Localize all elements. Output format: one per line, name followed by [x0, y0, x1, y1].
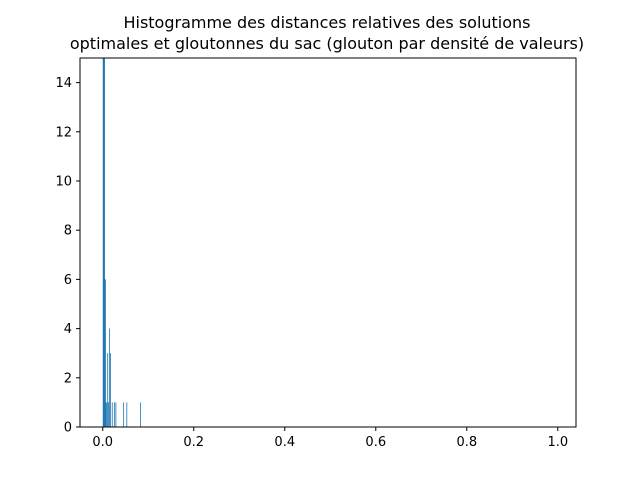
x-tick-label-3: 0.6	[365, 435, 386, 450]
chart-title-line-2: optimales et gloutonnes du sac (glouton …	[70, 34, 584, 53]
histogram-bar-9	[108, 402, 110, 427]
histogram-bar-17	[140, 402, 141, 427]
y-tick-label-7: 14	[55, 76, 72, 91]
plot-frame	[79, 57, 577, 428]
histogram-bar-13	[114, 402, 115, 427]
histogram-bar-1	[103, 58, 105, 427]
y-tick-label-2: 4	[64, 322, 72, 337]
histogram-bar-16	[126, 402, 128, 427]
y-tick-label-1: 2	[64, 371, 72, 386]
y-tick-label-4: 8	[64, 224, 72, 239]
x-axis: 0.0 0.2 0.4 0.6 0.8 1.0	[92, 427, 568, 450]
histogram-bar-5	[105, 279, 106, 427]
histogram-bar-8	[107, 353, 109, 427]
chart-title-line-1: Histogramme des distances relatives des …	[123, 13, 530, 32]
histogram-bar-6	[105, 402, 107, 427]
x-tick-label-0: 0.0	[92, 435, 113, 450]
y-tick-label-0: 0	[64, 421, 72, 436]
x-tick-label-2: 0.4	[274, 435, 295, 450]
histogram-bar-15	[123, 402, 125, 427]
x-tick-label-1: 0.2	[183, 435, 204, 450]
histogram-bar-0	[102, 58, 104, 427]
histogram-bar-7	[106, 402, 108, 427]
histogram-bar-3	[104, 58, 105, 427]
histogram-bar-2	[103, 58, 105, 427]
y-axis: 0 2 4 6 8 10 12 14	[55, 76, 80, 436]
y-tick-label-6: 12	[55, 125, 72, 140]
bars-group	[102, 58, 141, 427]
x-tick-label-5: 1.0	[547, 435, 568, 450]
histogram-bar-10	[109, 328, 110, 427]
histogram-bar-11	[110, 353, 111, 427]
histogram-bar-12	[111, 402, 113, 427]
y-tick-label-5: 10	[55, 175, 72, 190]
histogram-bar-14	[115, 402, 117, 427]
x-tick-label-4: 0.8	[456, 435, 477, 450]
histogram-bar-4	[104, 279, 106, 427]
y-tick-label-3: 6	[64, 273, 72, 288]
